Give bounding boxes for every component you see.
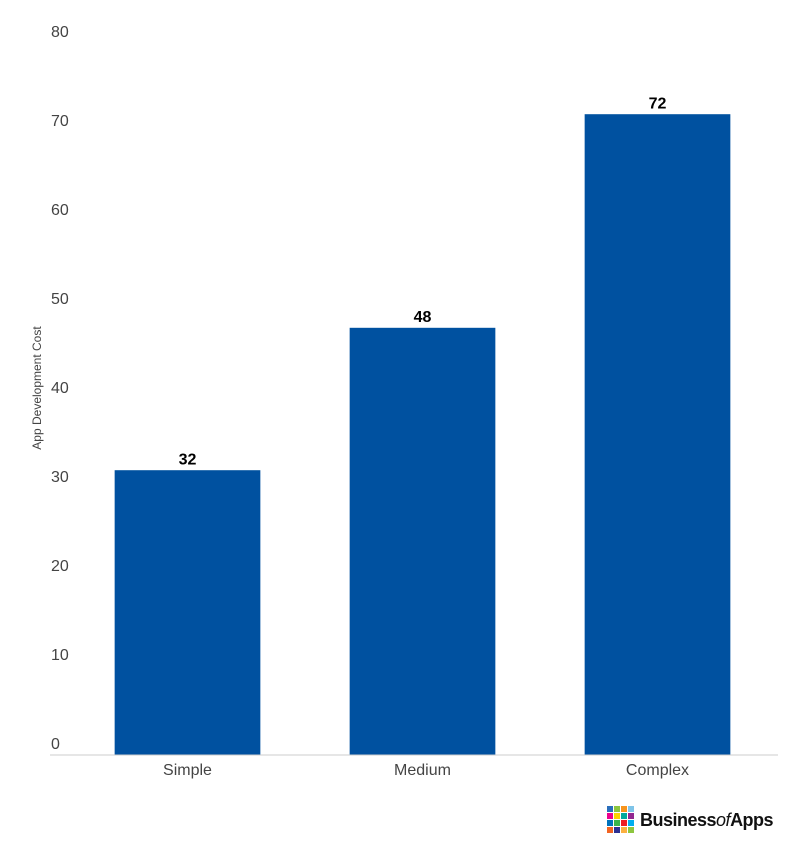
y-tick-label: 10 <box>51 647 69 664</box>
y-tick-label: 50 <box>51 291 69 308</box>
logo: BusinessofApps <box>607 806 774 833</box>
x-tick-label: Medium <box>394 762 451 779</box>
data-label: 48 <box>414 309 432 326</box>
svg-text:BusinessofApps: BusinessofApps <box>640 810 774 830</box>
y-tick-label: 30 <box>51 469 69 486</box>
y-tick-label: 70 <box>51 113 69 130</box>
bar <box>114 470 261 755</box>
x-tick-label: Complex <box>626 762 689 779</box>
logo-text: of <box>716 810 733 830</box>
data-label: 32 <box>179 451 197 468</box>
logo-text: Business <box>640 810 717 830</box>
y-axis-label: App Development Cost <box>30 326 44 450</box>
logo-text: Apps <box>730 810 773 830</box>
logo-icon <box>607 806 634 833</box>
bar <box>349 327 496 755</box>
x-tick-label: Simple <box>163 762 212 779</box>
y-tick-label: 60 <box>51 202 69 219</box>
bar <box>584 114 731 755</box>
y-tick-label: 0 <box>51 736 60 753</box>
data-label: 72 <box>649 95 667 112</box>
y-tick-label: 20 <box>51 558 69 575</box>
y-tick-label: 40 <box>51 380 69 397</box>
y-tick-label: 80 <box>51 24 69 41</box>
